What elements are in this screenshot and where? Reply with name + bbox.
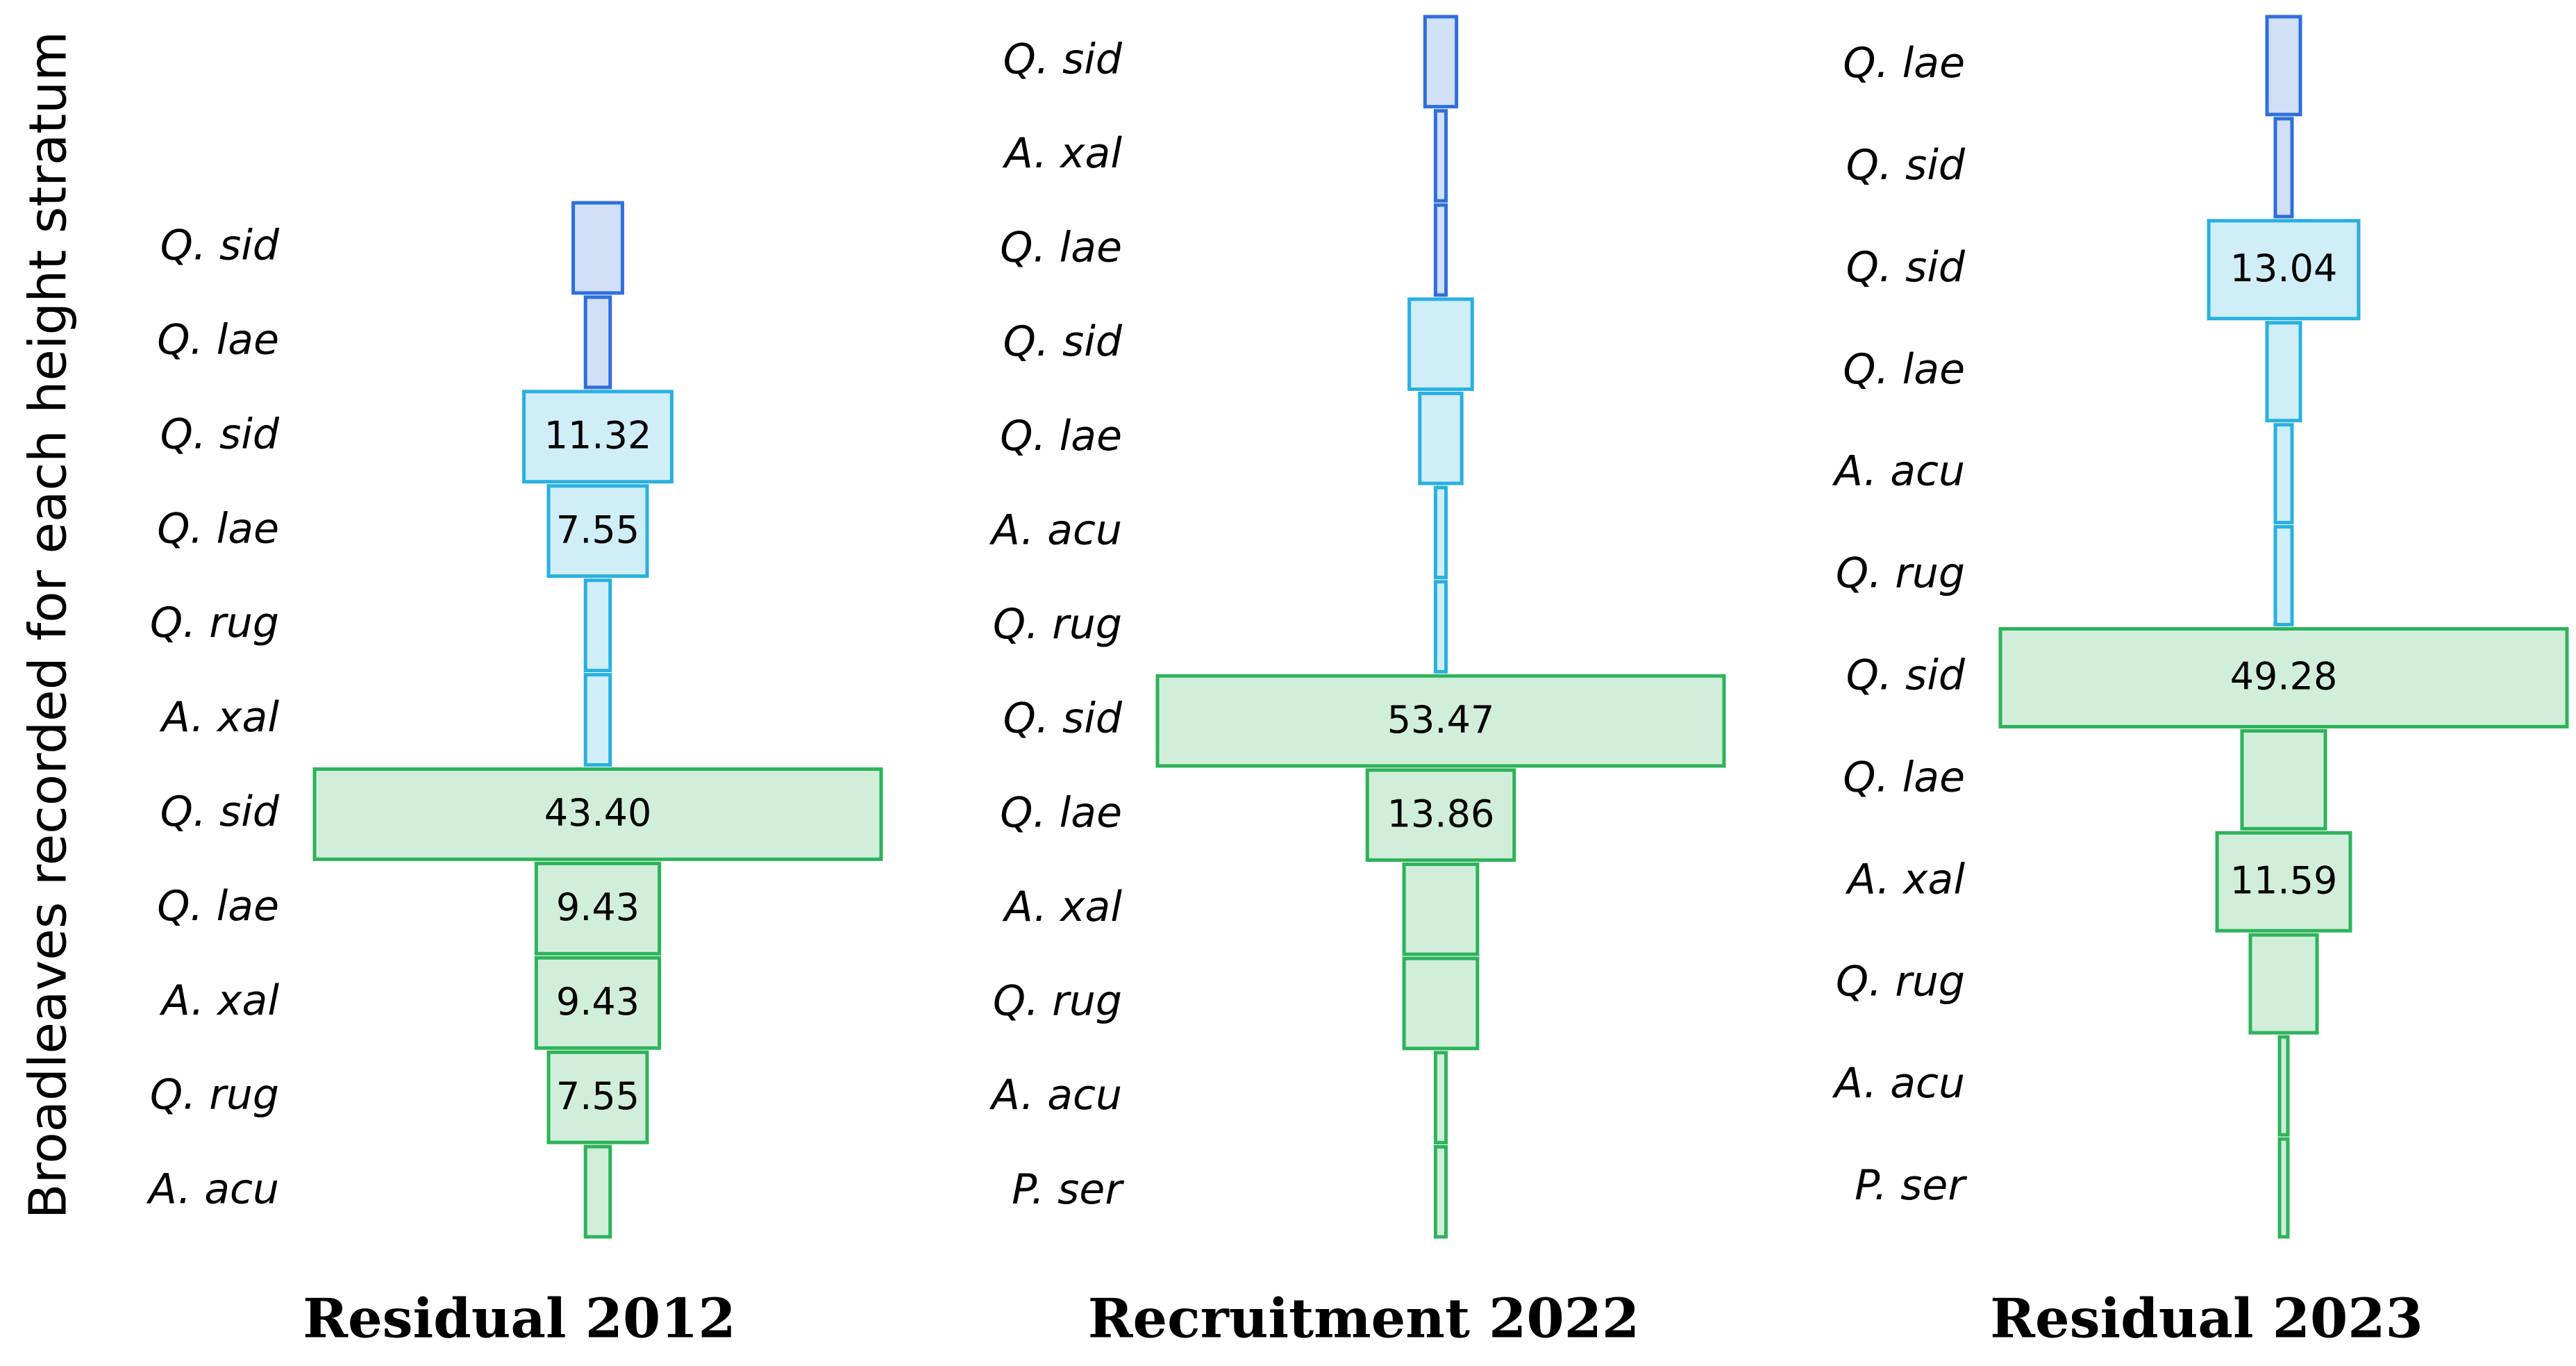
category-label: A. acu — [146, 1165, 279, 1214]
panel-title: Residual 2023 — [1990, 1288, 2423, 1351]
value-label: 9.43 — [556, 980, 639, 1024]
value-label: 7.55 — [556, 508, 639, 551]
bar — [2273, 423, 2294, 525]
bar — [1433, 1144, 1448, 1239]
category-label: Q. sid — [1003, 317, 1123, 366]
panel-title: Recruitment 2022 — [1088, 1288, 1640, 1351]
category-label: P. ser — [1855, 1161, 1967, 1210]
bar — [1155, 674, 1726, 768]
category-label: Q. lae — [157, 882, 279, 931]
bar — [1433, 109, 1448, 203]
bar — [522, 390, 674, 484]
bar — [2215, 831, 2352, 933]
bar — [546, 1050, 649, 1144]
category-label: Q. lae — [157, 315, 279, 364]
bar — [583, 578, 612, 673]
bar — [2240, 728, 2327, 831]
category-label: Q. lae — [1000, 788, 1122, 837]
value-label: 49.28 — [2230, 655, 2338, 699]
value-label: 13.86 — [1387, 792, 1495, 835]
bar — [1433, 580, 1448, 674]
bar — [534, 956, 662, 1050]
bar — [1402, 863, 1480, 956]
bar — [1407, 297, 1474, 391]
category-label: A. xal — [159, 693, 280, 742]
bar — [1418, 391, 1464, 485]
category-label: Q. rug — [1836, 549, 1965, 598]
bar — [2277, 1137, 2290, 1239]
bar — [2265, 15, 2302, 117]
bar — [583, 1144, 612, 1239]
bar — [2248, 933, 2319, 1035]
bar — [1433, 485, 1448, 580]
category-label: Q. lae — [157, 504, 279, 553]
value-label: 13.04 — [2230, 247, 2338, 290]
category-label: A. xal — [1002, 883, 1123, 931]
category-label: Q. sid — [1846, 243, 1966, 292]
value-label: 9.43 — [556, 885, 639, 929]
category-label: Q. lae — [1000, 412, 1122, 460]
bar — [1998, 627, 2569, 728]
bar — [1423, 15, 1459, 109]
bar — [2277, 1035, 2290, 1137]
bar — [534, 861, 662, 956]
category-label: Q. rug — [1836, 957, 1965, 1006]
bar — [2207, 219, 2361, 321]
bar — [312, 767, 883, 861]
bar — [1402, 956, 1480, 1051]
category-label: Q. lae — [1000, 224, 1122, 272]
category-label: A. acu — [1832, 1059, 1965, 1108]
category-label: A. acu — [989, 506, 1122, 554]
category-label: Q. sid — [160, 788, 280, 836]
value-label: 11.59 — [2230, 858, 2338, 902]
category-label: Q. rug — [993, 977, 1122, 1026]
bar — [571, 201, 624, 295]
category-label: Q. sid — [1846, 651, 1966, 700]
category-label: Q. lae — [1843, 753, 1965, 801]
bar — [2265, 321, 2302, 423]
value-label: 43.40 — [544, 791, 652, 835]
bar — [1365, 768, 1516, 863]
bar — [2273, 117, 2294, 219]
bar — [1433, 203, 1448, 297]
category-label: Q. lae — [1843, 39, 1965, 88]
category-label: Q. sid — [160, 222, 280, 270]
category-label: A. acu — [1832, 447, 1965, 496]
category-label: A. acu — [989, 1071, 1122, 1119]
bar — [2273, 525, 2294, 626]
category-label: A. xal — [1845, 855, 1966, 903]
category-label: Q. sid — [160, 410, 280, 458]
bar — [583, 673, 612, 767]
value-label: 53.47 — [1387, 698, 1495, 742]
category-label: A. xal — [159, 976, 280, 1025]
category-label: Q. rug — [993, 600, 1122, 649]
category-label: Q. rug — [150, 599, 279, 647]
category-label: Q. sid — [1003, 35, 1123, 83]
category-label: A. xal — [1002, 129, 1123, 178]
bar — [583, 295, 612, 390]
category-label: Q. lae — [1843, 345, 1965, 394]
category-label: Q. rug — [150, 1071, 279, 1119]
category-label: Q. sid — [1846, 141, 1966, 190]
category-label: Q. sid — [1003, 694, 1123, 743]
value-label: 7.55 — [556, 1074, 639, 1118]
value-label: 11.32 — [544, 413, 652, 457]
bar — [1433, 1051, 1448, 1144]
category-label: P. ser — [1012, 1165, 1124, 1214]
panel-title: Residual 2012 — [303, 1288, 736, 1351]
bar — [546, 484, 649, 578]
y-axis-label: Broadleaves recorded for each height str… — [19, 31, 78, 1219]
